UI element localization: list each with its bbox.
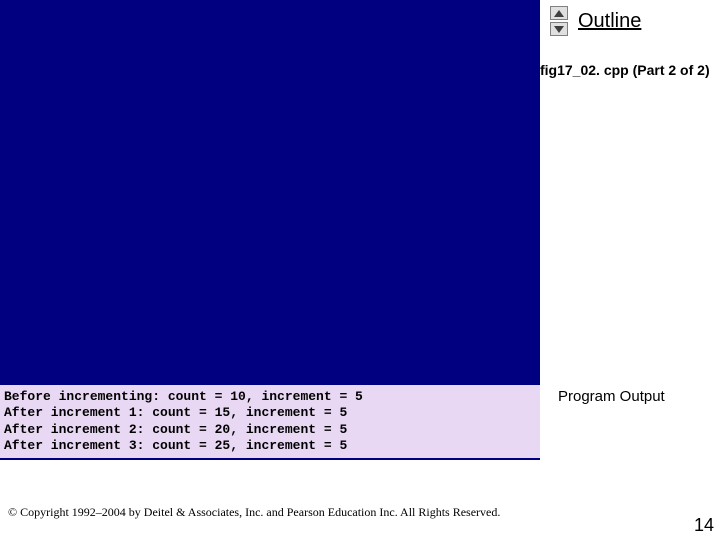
- nav-up-button[interactable]: [550, 6, 568, 20]
- outline-label[interactable]: Outline: [578, 10, 641, 33]
- output-line-1: Before incrementing: count = 10, increme…: [4, 389, 363, 404]
- program-output-box: Before incrementing: count = 10, increme…: [0, 385, 540, 458]
- bottom-white-strip: [0, 460, 540, 540]
- file-label: fig17_02. cpp (Part 2 of 2): [540, 62, 716, 80]
- nav-down-button[interactable]: [550, 22, 568, 36]
- output-line-3: After increment 2: count = 20, increment…: [4, 422, 347, 437]
- triangle-down-icon: [554, 26, 564, 33]
- nav-buttons: [550, 6, 568, 36]
- outline-row: Outline: [540, 0, 720, 36]
- right-panel: Outline fig17_02. cpp (Part 2 of 2) Prog…: [540, 0, 720, 540]
- page-number: 14: [694, 515, 714, 536]
- program-output-label: Program Output: [558, 388, 665, 405]
- output-line-4: After increment 3: count = 25, increment…: [4, 438, 347, 453]
- output-line-2: After increment 1: count = 15, increment…: [4, 405, 347, 420]
- copyright-text: © Copyright 1992–2004 by Deitel & Associ…: [8, 505, 500, 520]
- triangle-up-icon: [554, 10, 564, 17]
